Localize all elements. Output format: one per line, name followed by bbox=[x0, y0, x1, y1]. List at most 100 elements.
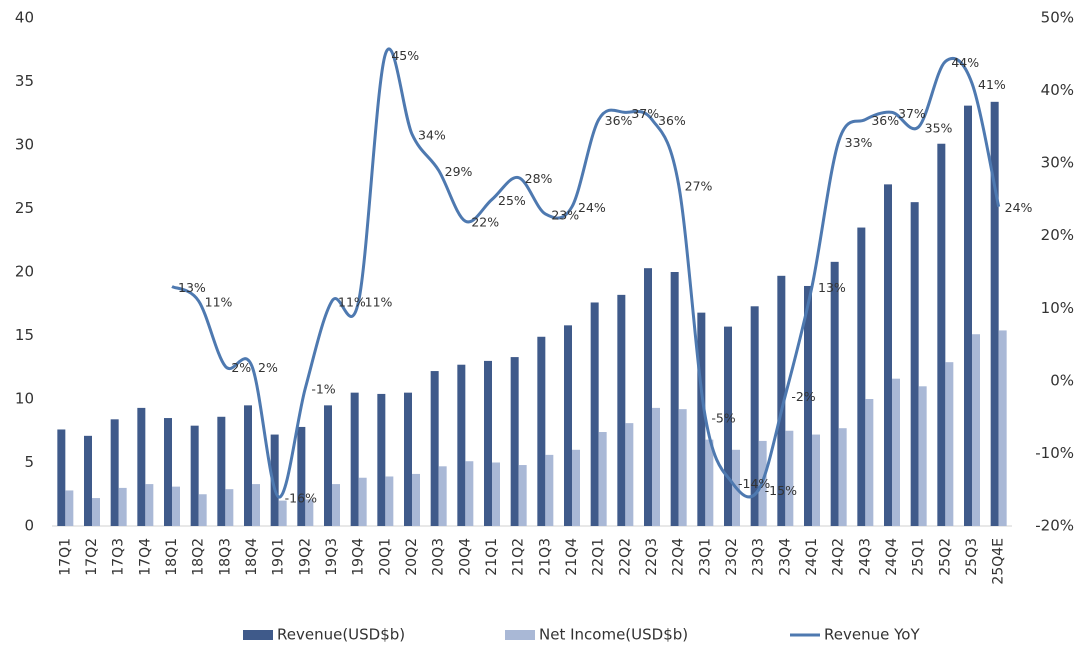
bar bbox=[492, 462, 500, 526]
bar bbox=[65, 490, 74, 526]
x-tick-label: 25Q4E bbox=[991, 538, 1007, 585]
bar bbox=[297, 426, 306, 526]
y-tick-label: 5 bbox=[24, 453, 34, 471]
bar bbox=[625, 423, 634, 526]
bar bbox=[270, 434, 279, 526]
value-label: 11% bbox=[338, 295, 366, 310]
x-tick-label: 20Q3 bbox=[431, 538, 447, 576]
bar bbox=[385, 476, 394, 526]
bar bbox=[865, 399, 874, 526]
bar bbox=[564, 325, 572, 526]
y2-tick-label: 10% bbox=[1041, 299, 1074, 317]
bar bbox=[918, 386, 927, 526]
x-tick-label: 18Q1 bbox=[164, 538, 180, 576]
bar bbox=[990, 101, 999, 526]
value-label: 45% bbox=[391, 48, 419, 63]
value-label: 34% bbox=[418, 128, 446, 143]
bar bbox=[750, 306, 759, 526]
legend-label: Revenue(USD$b) bbox=[277, 626, 405, 644]
value-label: 44% bbox=[951, 55, 979, 70]
line bbox=[171, 47, 1001, 499]
x-tick-label: 25Q2 bbox=[937, 538, 953, 576]
x-tick-label: 19Q3 bbox=[324, 538, 340, 576]
bar bbox=[644, 268, 652, 526]
x-tick-label: 18Q2 bbox=[191, 538, 207, 576]
value-label: 25% bbox=[498, 193, 526, 208]
bar bbox=[972, 334, 980, 526]
value-label: 11% bbox=[205, 295, 233, 310]
bar bbox=[217, 416, 226, 526]
bar bbox=[777, 275, 786, 526]
x-tick-label: 22Q1 bbox=[591, 538, 607, 576]
x-tick-label: 18Q3 bbox=[217, 538, 233, 576]
bar bbox=[57, 429, 66, 526]
value-label: 28% bbox=[525, 171, 553, 186]
y-tick-label: 0 bbox=[24, 517, 34, 535]
y-tick-label: 30 bbox=[15, 136, 34, 154]
x-tick-label: 20Q1 bbox=[377, 538, 393, 576]
x-tick-label: 23Q4 bbox=[777, 538, 793, 576]
bar bbox=[430, 371, 439, 526]
bar bbox=[305, 499, 314, 526]
x-tick-label: 23Q2 bbox=[724, 538, 740, 576]
bar bbox=[350, 392, 359, 526]
bar bbox=[92, 498, 100, 526]
x-tick-label: 21Q2 bbox=[511, 538, 527, 576]
x-tick-label: 19Q2 bbox=[297, 538, 313, 576]
value-label: -2% bbox=[791, 389, 815, 404]
bar bbox=[118, 487, 127, 526]
bar bbox=[598, 432, 607, 526]
bar bbox=[484, 360, 492, 526]
value-label: -16% bbox=[285, 490, 317, 505]
y2-tick-label: 50% bbox=[1041, 9, 1074, 27]
bar bbox=[892, 378, 900, 526]
value-label: 37% bbox=[898, 106, 926, 121]
value-label: -1% bbox=[311, 382, 335, 397]
value-label: -15% bbox=[765, 483, 797, 498]
value-label: 22% bbox=[471, 215, 499, 230]
bar bbox=[785, 430, 794, 526]
bar bbox=[590, 302, 599, 526]
value-label: 35% bbox=[925, 120, 953, 135]
value-label: 36% bbox=[605, 113, 633, 128]
legend-swatch bbox=[243, 630, 273, 640]
value-label: -14% bbox=[738, 476, 770, 491]
bar bbox=[324, 405, 332, 526]
value-label: 13% bbox=[818, 280, 846, 295]
x-tick-label: 22Q3 bbox=[644, 538, 660, 576]
bar bbox=[572, 449, 580, 526]
x-tick-label: 20Q4 bbox=[457, 538, 473, 576]
x-tick-label: 19Q1 bbox=[271, 538, 287, 576]
bar bbox=[198, 494, 207, 526]
x-tick-label: 17Q3 bbox=[111, 538, 127, 576]
x-tick-label: 17Q2 bbox=[84, 538, 100, 576]
bar bbox=[910, 202, 919, 526]
value-label: 29% bbox=[445, 164, 473, 179]
y-tick-label: 25 bbox=[15, 199, 34, 217]
value-label: 36% bbox=[658, 113, 686, 128]
x-tick-label: 25Q1 bbox=[911, 538, 927, 576]
value-label: 24% bbox=[1005, 200, 1033, 215]
bar bbox=[190, 425, 199, 526]
x-tick-label: 24Q4 bbox=[884, 538, 900, 576]
value-label: 27% bbox=[685, 178, 713, 193]
x-tick-label: 23Q1 bbox=[697, 538, 713, 576]
x-tick-label: 22Q2 bbox=[617, 538, 633, 576]
value-label: 36% bbox=[871, 113, 899, 128]
bar bbox=[804, 285, 812, 526]
y2-tick-label: 20% bbox=[1041, 226, 1074, 244]
bar bbox=[724, 326, 732, 526]
bar bbox=[670, 272, 679, 526]
value-label: 23% bbox=[551, 207, 579, 222]
y2-tick-label: 30% bbox=[1041, 154, 1074, 172]
y2-tick-label: -10% bbox=[1035, 444, 1074, 462]
bar bbox=[812, 434, 820, 526]
bar bbox=[465, 461, 474, 526]
value-label: 37% bbox=[631, 106, 659, 121]
bar bbox=[244, 405, 252, 526]
bar bbox=[164, 418, 172, 526]
legend-label: Net Income(USD$b) bbox=[539, 626, 688, 644]
bar bbox=[678, 409, 687, 526]
bar bbox=[110, 419, 119, 526]
